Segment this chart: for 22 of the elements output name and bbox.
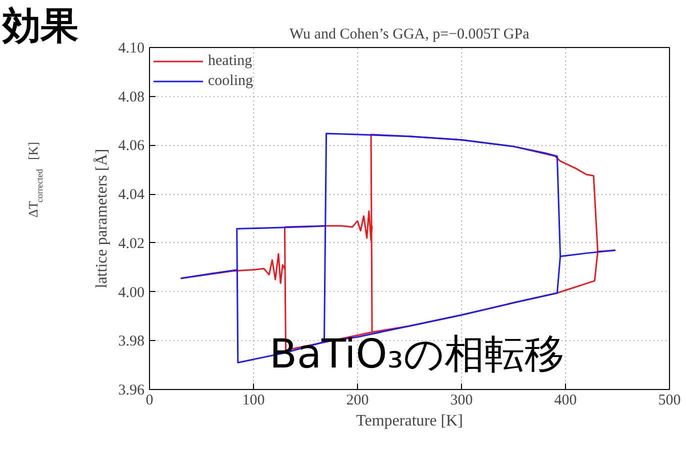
- y-tick-label: 3.98: [118, 334, 144, 350]
- y-tick-label: 4.00: [118, 284, 144, 301]
- legend-label: heating: [208, 52, 252, 70]
- chart-title: Wu and Cohen’s GGA, p=−0.005T GPa: [289, 26, 530, 42]
- y-tick-label: 4.02: [118, 236, 144, 252]
- x-tick-label: 200: [346, 392, 369, 408]
- y-tick-label: 4.06: [118, 138, 145, 154]
- x-tick-label: 100: [242, 392, 265, 408]
- x-tick-label: 500: [658, 392, 681, 408]
- x-axis-title: Temperature [K]: [356, 412, 463, 430]
- x-tick-label: 400: [554, 392, 577, 408]
- text: 効果: [2, 4, 78, 48]
- annotation: BaTiO₃の相転移: [270, 332, 564, 378]
- y-tick-label: 4.08: [118, 89, 144, 106]
- legend-label: cooling: [208, 72, 253, 90]
- y-axis-title: lattice parameters [Å]: [92, 148, 110, 288]
- y-tick-label: 3.96: [118, 382, 145, 398]
- y-tick-label: 4.04: [118, 187, 145, 204]
- y-tick-label: 4.10: [118, 40, 144, 56]
- x-tick-label: 0: [146, 392, 154, 408]
- text: ΔTcorrected [K]: [26, 142, 44, 218]
- x-tick-label: 300: [450, 392, 473, 408]
